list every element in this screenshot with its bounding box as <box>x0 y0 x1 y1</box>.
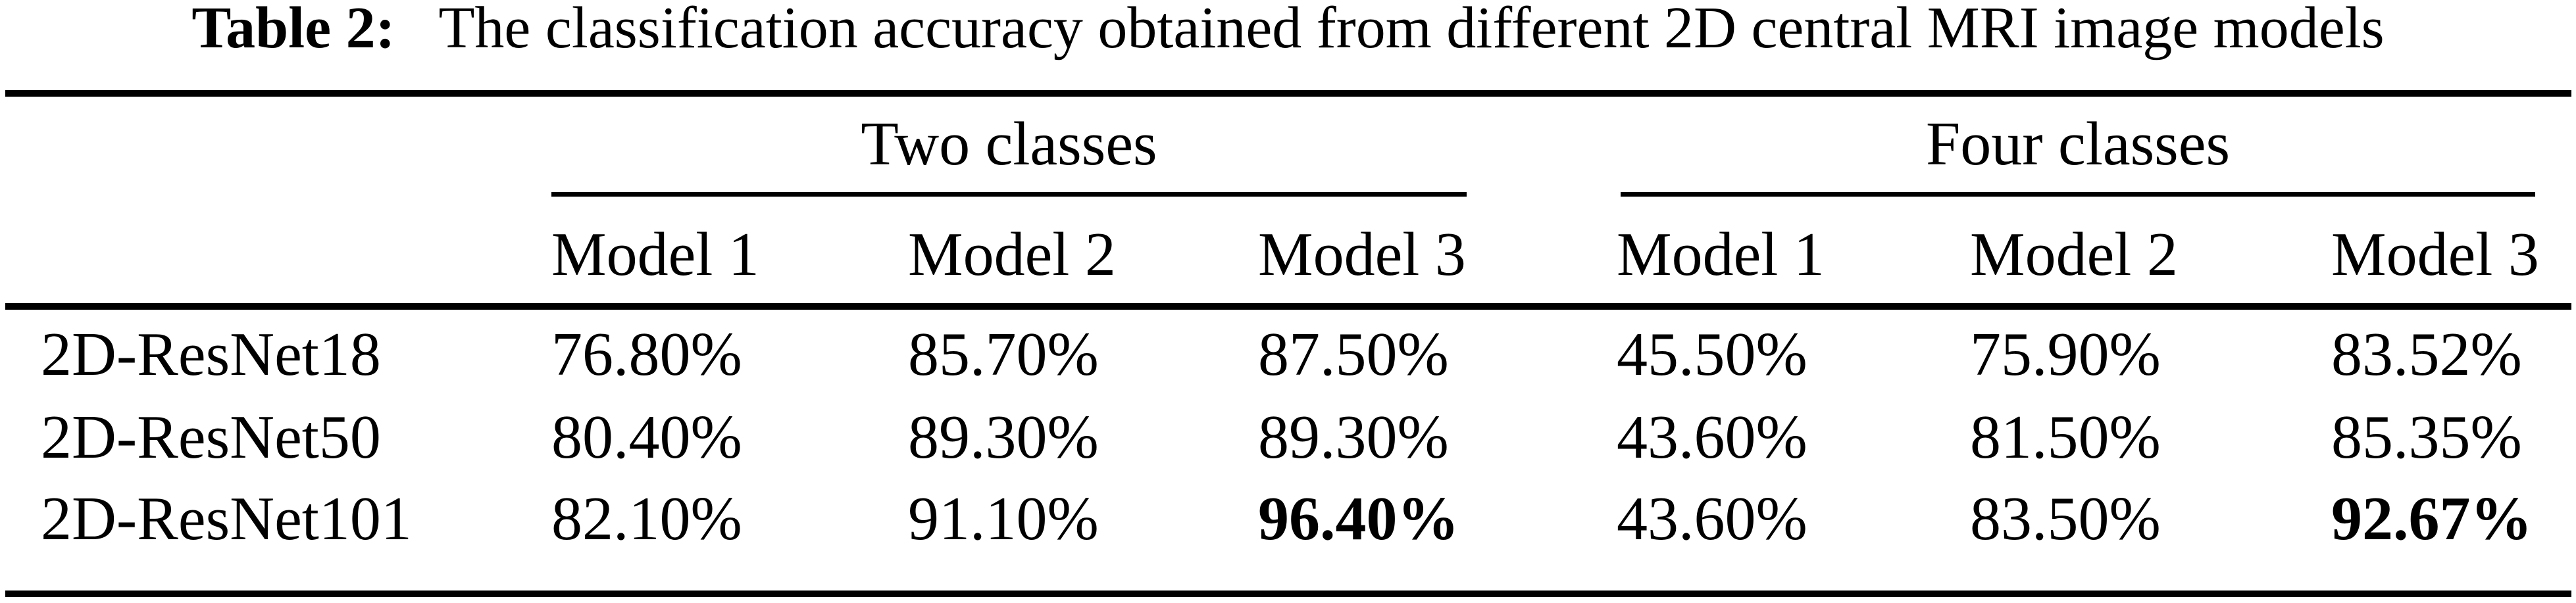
cell: 85.70% <box>908 320 1099 389</box>
cell-best-four-classes: 92.67% <box>2331 485 2533 553</box>
cell: 85.35% <box>2331 403 2522 471</box>
row-label: 2D-ResNet101 <box>41 485 412 553</box>
table-caption: Table 2: The classification accuracy obt… <box>0 0 2576 59</box>
cell: 75.90% <box>1970 320 2161 389</box>
cell: 76.80% <box>551 320 742 389</box>
cell: 45.50% <box>1617 320 1807 389</box>
cell: 81.50% <box>1970 403 2161 471</box>
cell: 43.60% <box>1617 403 1807 471</box>
subheader-four-model3: Model 3 <box>2331 220 2539 289</box>
cell: 89.30% <box>1258 403 1449 471</box>
cell: 91.10% <box>908 485 1099 553</box>
subheader-two-model1: Model 1 <box>551 220 759 289</box>
cell: 43.60% <box>1617 485 1807 553</box>
top-rule <box>5 90 2571 97</box>
row-label: 2D-ResNet18 <box>41 320 381 389</box>
cell: 87.50% <box>1258 320 1449 389</box>
subheader-four-model1: Model 1 <box>1617 220 1825 289</box>
cmidrule-four-classes <box>1621 192 2535 197</box>
cell: 83.52% <box>2331 320 2522 389</box>
row-label: 2D-ResNet50 <box>41 403 381 471</box>
cell-best-two-classes: 96.40% <box>1258 485 1459 553</box>
subheader-four-model2: Model 2 <box>1970 220 2178 289</box>
column-group-two-classes: Two classes <box>861 110 1157 178</box>
cell: 89.30% <box>908 403 1099 471</box>
column-group-four-classes: Four classes <box>1925 110 2231 178</box>
header-body-rule <box>5 303 2571 310</box>
table-caption-label: Table 2: <box>191 0 395 60</box>
bottom-rule <box>5 591 2571 597</box>
table-caption-text: The classification accuracy obtained fro… <box>438 0 2385 60</box>
cell: 83.50% <box>1970 485 2161 553</box>
cmidrule-two-classes <box>551 192 1467 197</box>
cell: 80.40% <box>551 403 742 471</box>
subheader-two-model3: Model 3 <box>1258 220 1466 289</box>
cell: 82.10% <box>551 485 742 553</box>
subheader-two-model2: Model 2 <box>908 220 1116 289</box>
